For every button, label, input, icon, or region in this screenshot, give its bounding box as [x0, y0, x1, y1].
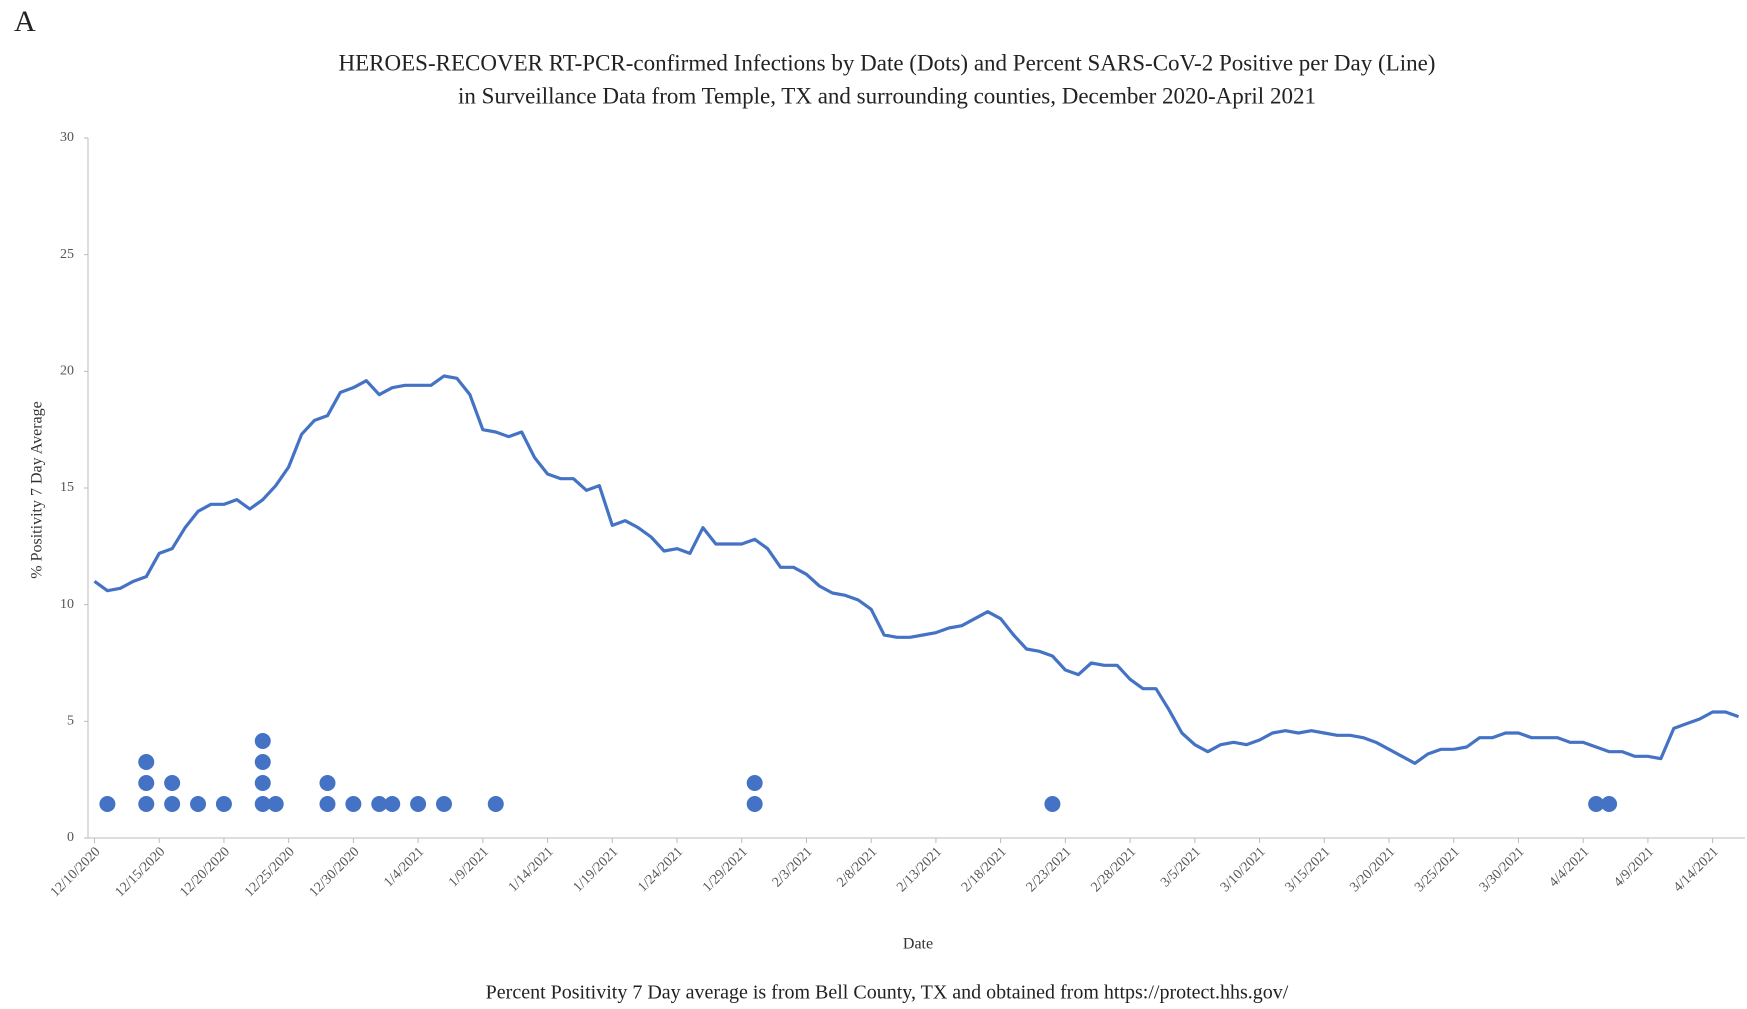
- chart-title: HEROES-RECOVER RT-PCR-confirmed Infectio…: [339, 50, 1436, 75]
- x-tick-label: 3/30/2021: [1477, 844, 1528, 895]
- infection-dot: [254, 733, 271, 749]
- infection-dot: [1588, 796, 1605, 812]
- y-tick-label: 15: [60, 480, 74, 495]
- x-tick-label: 1/29/2021: [700, 844, 751, 895]
- x-tick-label: 2/23/2021: [1024, 844, 1075, 895]
- x-tick-label: 1/9/2021: [446, 844, 492, 890]
- infection-dot: [435, 796, 452, 812]
- infection-dot: [138, 775, 155, 791]
- infection-dot: [190, 796, 207, 812]
- x-tick-label: 3/15/2021: [1283, 844, 1334, 895]
- infection-dot: [487, 796, 504, 812]
- infection-dot: [410, 796, 427, 812]
- infection-dot: [267, 796, 284, 812]
- infection-dot: [164, 775, 181, 791]
- x-tick-label: 12/15/2020: [113, 844, 169, 900]
- x-tick-label: 3/10/2021: [1218, 844, 1269, 895]
- infection-dot: [164, 796, 181, 812]
- infection-dot: [319, 775, 336, 791]
- infection-dot: [1044, 796, 1061, 812]
- x-tick-label: 3/5/2021: [1158, 844, 1204, 890]
- y-tick-label: 5: [67, 714, 74, 729]
- positivity-line: [93, 374, 1740, 765]
- x-tick-label: 1/4/2021: [381, 844, 427, 890]
- infection-dot: [138, 754, 155, 770]
- x-tick-label: 3/20/2021: [1347, 844, 1398, 895]
- y-tick-label: 10: [60, 597, 74, 612]
- y-tick-label: 25: [60, 247, 74, 262]
- infection-dot: [254, 775, 271, 791]
- footnote: Percent Positivity 7 Day average is from…: [486, 982, 1289, 1004]
- x-tick-label: 2/8/2021: [834, 844, 880, 890]
- infection-dot: [384, 796, 401, 812]
- x-axis-title: Date: [903, 936, 933, 953]
- x-tick-label: 2/13/2021: [894, 844, 945, 895]
- infection-dot: [99, 796, 116, 812]
- x-tick-label: 12/20/2020: [177, 844, 233, 900]
- x-tick-label: 12/25/2020: [242, 844, 298, 900]
- x-tick-label: 1/19/2021: [571, 844, 622, 895]
- infection-dot: [254, 754, 271, 770]
- x-tick-label: 4/9/2021: [1611, 844, 1657, 890]
- x-tick-label: 4/4/2021: [1546, 844, 1592, 890]
- infection-dot: [1601, 796, 1618, 812]
- x-tick-label: 2/3/2021: [770, 844, 816, 890]
- infection-dot: [319, 796, 336, 812]
- x-tick-label: 12/30/2020: [307, 844, 363, 900]
- y-tick-label: 20: [60, 364, 74, 379]
- x-tick-label: 1/24/2021: [635, 844, 686, 895]
- y-tick-label: 0: [67, 830, 74, 845]
- infection-dot: [138, 796, 155, 812]
- infection-dot: [254, 796, 271, 812]
- x-tick-label: 4/14/2021: [1671, 844, 1722, 895]
- infection-dot: [371, 796, 388, 812]
- infection-dot: [746, 796, 763, 812]
- x-tick-label: 2/18/2021: [959, 844, 1010, 895]
- x-tick-label: 3/25/2021: [1412, 844, 1463, 895]
- chart-title: in Surveillance Data from Temple, TX and…: [458, 83, 1316, 108]
- x-tick-label: 2/28/2021: [1088, 844, 1139, 895]
- x-tick-label: 1/14/2021: [506, 844, 557, 895]
- infection-dot: [746, 775, 763, 791]
- y-tick-label: 30: [60, 130, 74, 145]
- infection-dot: [345, 796, 362, 812]
- panel-label: A: [14, 5, 36, 38]
- y-axis-title: % Positivity 7 Day Average: [29, 401, 46, 578]
- infection-dot: [215, 796, 232, 812]
- x-tick-label: 12/10/2020: [48, 844, 104, 900]
